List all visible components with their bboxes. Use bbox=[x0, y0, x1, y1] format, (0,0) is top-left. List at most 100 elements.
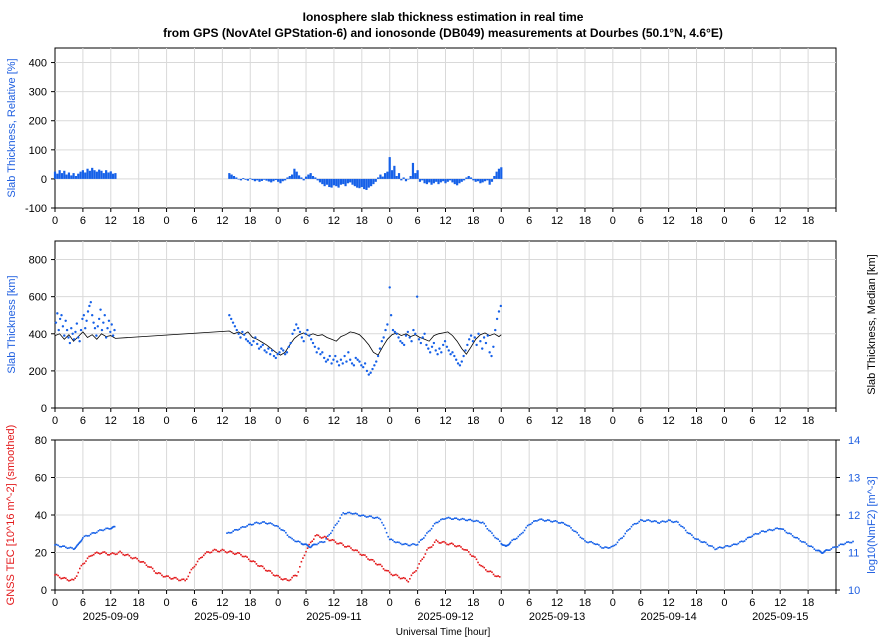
nmf2-point bbox=[285, 531, 287, 534]
nmf2-point bbox=[698, 539, 701, 542]
nmf2-point bbox=[509, 541, 512, 544]
nmf2-point bbox=[526, 524, 529, 527]
nmf2-point bbox=[677, 521, 679, 524]
tec-point bbox=[213, 548, 216, 551]
tec-point bbox=[494, 575, 496, 577]
slab-point bbox=[88, 304, 91, 308]
nmf2-point bbox=[291, 537, 293, 540]
slab-point bbox=[326, 358, 330, 361]
nmf2-point bbox=[65, 546, 67, 549]
nmf2-point bbox=[481, 521, 484, 524]
slab-point bbox=[410, 340, 413, 343]
slab-point bbox=[399, 340, 402, 343]
tec-point bbox=[443, 540, 445, 543]
nmf2-point bbox=[512, 538, 515, 541]
tec-point bbox=[261, 565, 264, 568]
nmf2-point bbox=[458, 519, 461, 521]
nmf2-point bbox=[374, 516, 377, 519]
nmf2-point bbox=[348, 511, 351, 514]
nmf2-point bbox=[83, 535, 86, 538]
tec-point bbox=[343, 545, 346, 548]
slab-point bbox=[484, 341, 488, 345]
slab-point bbox=[95, 334, 98, 337]
slab-point bbox=[92, 321, 95, 324]
nmf2-point bbox=[235, 528, 238, 531]
slab-point bbox=[67, 336, 70, 339]
date-label: 2025-09-14 bbox=[641, 611, 697, 623]
tec-point bbox=[404, 577, 407, 580]
slab-point bbox=[445, 345, 449, 348]
y-tick-label: 60 bbox=[35, 473, 47, 485]
nmf2-point bbox=[579, 536, 582, 539]
nmf2-point bbox=[794, 536, 797, 539]
nmf2-point bbox=[271, 523, 273, 525]
nmf2-point bbox=[66, 547, 69, 550]
nmf2-point bbox=[257, 522, 259, 524]
nmf2-point bbox=[497, 538, 499, 541]
nmf2-point bbox=[615, 543, 617, 546]
slab-point bbox=[339, 358, 343, 361]
tec-point bbox=[319, 536, 321, 538]
nmf2-point bbox=[756, 533, 758, 535]
tec-point bbox=[401, 577, 403, 580]
nmf2-point bbox=[787, 532, 789, 535]
tec-point bbox=[147, 565, 149, 568]
tec-point bbox=[427, 547, 430, 549]
nmf2-point bbox=[75, 546, 77, 548]
slab-point bbox=[412, 328, 415, 332]
tec-point bbox=[151, 567, 154, 570]
nmf2-point bbox=[477, 520, 479, 522]
slab-point bbox=[419, 341, 423, 345]
tec-point bbox=[385, 569, 388, 572]
nmf2-point bbox=[82, 537, 84, 539]
nmf2-point bbox=[295, 540, 298, 543]
nmf2-point bbox=[396, 541, 399, 543]
tec-point bbox=[246, 556, 248, 558]
nmf2-point bbox=[739, 541, 741, 543]
nmf2-point bbox=[621, 537, 623, 539]
x-tick-label: 6 bbox=[303, 215, 309, 227]
tec-point bbox=[376, 563, 379, 566]
nmf2-point bbox=[644, 520, 647, 522]
tec-point bbox=[323, 535, 326, 538]
x-tick-label: 0 bbox=[275, 415, 281, 427]
tec-point bbox=[353, 549, 355, 552]
tec-point bbox=[159, 572, 162, 575]
slab-point bbox=[425, 343, 428, 347]
nmf2-point bbox=[54, 544, 56, 546]
slab-point bbox=[469, 334, 473, 337]
nmf2-point bbox=[69, 546, 72, 549]
x-tick-label: 0 bbox=[721, 597, 727, 609]
slab-point bbox=[283, 352, 287, 356]
tec-point bbox=[426, 549, 428, 551]
tec-point bbox=[255, 563, 258, 565]
tec-point bbox=[153, 570, 155, 572]
nmf2-point bbox=[399, 542, 402, 545]
slab-point bbox=[415, 295, 419, 298]
nmf2-point bbox=[807, 544, 809, 547]
nmf2-point bbox=[486, 528, 489, 530]
nmf2-point bbox=[570, 527, 572, 529]
tec-point bbox=[269, 570, 272, 572]
nmf2-point bbox=[385, 531, 388, 534]
slab-point bbox=[486, 334, 490, 337]
tec-point bbox=[486, 570, 489, 573]
nmf2-point bbox=[336, 522, 338, 525]
x-tick-label: 0 bbox=[164, 415, 170, 427]
nmf2-point bbox=[316, 543, 318, 546]
nmf2-point bbox=[309, 546, 312, 549]
tec-point bbox=[275, 574, 278, 577]
slab-point bbox=[276, 352, 279, 356]
slab-point bbox=[58, 317, 62, 321]
slab-point bbox=[239, 336, 242, 339]
y2-tick-label: 14 bbox=[848, 435, 860, 447]
nmf2-point bbox=[489, 530, 492, 533]
slab-point bbox=[345, 360, 348, 363]
nmf2-point bbox=[450, 518, 453, 520]
nmf2-point bbox=[286, 534, 289, 537]
x-tick-label: 12 bbox=[105, 215, 117, 227]
y2-tick-label: 13 bbox=[848, 473, 860, 485]
nmf2-point bbox=[314, 543, 317, 546]
nmf2-point bbox=[351, 513, 354, 515]
